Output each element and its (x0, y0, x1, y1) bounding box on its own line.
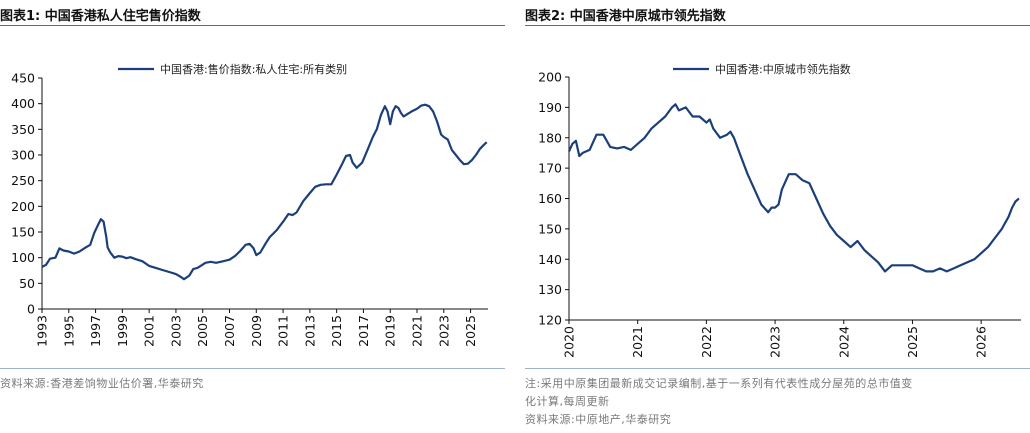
source-note-2: 资料来源:中原地产,华泰研究 (525, 413, 672, 426)
x-tick-label: 1995 (61, 315, 76, 347)
y-tick-label: 170 (538, 161, 562, 176)
footer-rule-2 (525, 368, 1030, 369)
y-tick-label: 140 (538, 252, 562, 267)
y-tick-label: 180 (538, 130, 562, 145)
y-tick-label: 130 (538, 282, 562, 297)
y-tick-label: 50 (19, 276, 35, 291)
y-tick-label: 150 (11, 225, 35, 240)
x-tick-label: 2009 (249, 315, 264, 347)
chart-panel-2: 图表2: 中国香港中原城市领先指数 120 130 140 150 160 170 180 1… (525, 0, 1030, 433)
chart-1-svg: 0 50 100 150 200 250 300 350 400 450 1993 1995 1997 1… (11, 62, 488, 347)
x-tick-label: 2023 (436, 315, 451, 347)
x-tick-label: 2001 (142, 315, 157, 347)
footer-rule-1 (0, 368, 505, 369)
y-tick-label: 300 (11, 148, 35, 163)
y-tick-label: 250 (11, 173, 35, 188)
y-tick-label: 150 (538, 221, 562, 236)
x-tick-label: 2020 (562, 326, 577, 358)
x-tick-label: 1997 (88, 315, 103, 347)
x-tick-label: 2025 (463, 315, 478, 347)
x-tick-label: 2013 (302, 315, 317, 347)
y-tick-label: 160 (538, 191, 562, 206)
x-tick-label: 2023 (768, 326, 783, 358)
y-tick-label: 190 (538, 100, 562, 115)
source-note-1: 资料来源:香港差饷物业估价署,华泰研究 (0, 377, 204, 390)
x-tick-label: 2015 (329, 315, 344, 347)
x-tick-label: 2021 (410, 315, 425, 347)
x-tick-label: 2005 (195, 315, 210, 347)
legend-label: 中国香港:中原城市领先指数 (715, 62, 851, 76)
legend-label: 中国香港:售价指数:私人住宅:所有类别 (160, 62, 347, 76)
note-line-1: 注:采用中原集团最新成交记录编制,基于一系列有代表性成分屋苑的总市值变 (525, 377, 913, 390)
x-tick-label: 2026 (974, 326, 989, 358)
y-tick-label: 120 (538, 313, 562, 328)
x-tick-label: 2003 (168, 315, 183, 347)
x-tick-label: 2011 (276, 315, 291, 347)
y-tick-label: 0 (27, 302, 35, 317)
y-tick-label: 450 (11, 71, 35, 86)
chart-panel-1: 图表1: 中国香港私人住宅售价指数 0 50 100 150 200 250 300 350 4… (0, 0, 505, 433)
x-tick-label: 2025 (905, 326, 920, 358)
x-tick-label: 2022 (699, 326, 714, 358)
chart-2-svg: 120 130 140 150 160 170 180 190 200 2020 2021 2022 2… (538, 62, 1021, 358)
x-tick-label: 2021 (630, 326, 645, 358)
title-rule-2 (525, 25, 1030, 26)
y-tick-label: 200 (538, 70, 562, 85)
x-tick-label: 2007 (222, 315, 237, 347)
y-tick-label: 100 (11, 250, 35, 265)
x-tick-label: 1999 (115, 315, 130, 347)
note-line-2: 化计算,每周更新 (525, 395, 610, 408)
y-tick-label: 400 (11, 96, 35, 111)
series-line (567, 103, 1020, 273)
chart-title-2: 图表2: 中国香港中原城市领先指数 (525, 9, 726, 24)
x-tick-label: 2019 (383, 315, 398, 347)
y-tick-label: 200 (11, 199, 35, 214)
x-tick-label: 1993 (35, 315, 50, 347)
title-rule-1 (0, 25, 505, 26)
y-tick-label: 350 (11, 122, 35, 137)
x-tick-label: 2017 (356, 315, 371, 347)
x-tick-label: 2024 (836, 326, 851, 358)
series-line (41, 103, 488, 281)
chart-title-1: 图表1: 中国香港私人住宅售价指数 (0, 9, 201, 24)
